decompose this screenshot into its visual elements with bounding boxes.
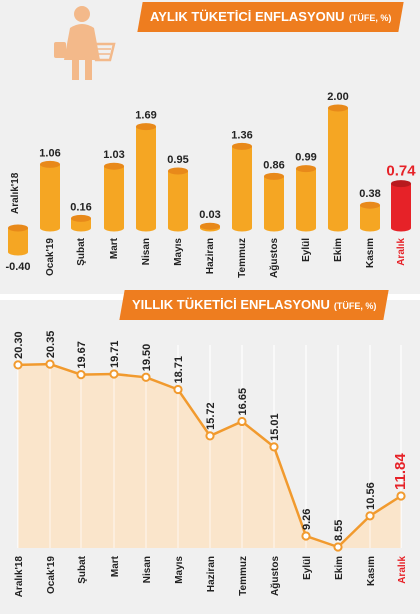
category-label-1: Ocak'19	[45, 238, 56, 276]
x-category-label-0: Aralık'18	[14, 556, 25, 598]
bar-value-label-8: 0.86	[263, 159, 284, 171]
category-label-9: Eylül	[301, 238, 312, 262]
bar-8	[264, 172, 284, 232]
bar-value-label-11: 0.38	[359, 188, 380, 200]
bar-6	[200, 222, 220, 232]
point-2	[76, 370, 86, 380]
x-category-label-7: Temmuz	[238, 556, 249, 596]
x-category-label-5: Mayıs	[174, 556, 185, 584]
point-value-label-2: 19.67	[76, 341, 88, 369]
point-0	[13, 360, 23, 370]
point-11	[365, 511, 375, 521]
x-category-label-9: Eylül	[302, 556, 313, 580]
point-value-label-11: 10.56	[365, 482, 377, 510]
x-category-label-8: Ağustos	[270, 556, 281, 596]
annual-area-chart: 20.30 Aralık'18 20.35 Ocak'19 19.67 Şubat 19.7…	[13, 331, 409, 598]
point-value-label-10: 8.55	[333, 520, 345, 541]
point-8	[269, 442, 279, 452]
category-label-12: Aralık	[396, 238, 407, 266]
bar-1	[40, 160, 60, 232]
bar-2	[71, 214, 91, 232]
point-value-label-4: 19.50	[141, 344, 153, 372]
point-6	[205, 431, 215, 441]
point-4	[141, 372, 151, 382]
bar-value-label-2: 0.16	[70, 201, 91, 213]
point-value-label-1: 20.35	[45, 331, 57, 359]
point-1	[45, 359, 55, 369]
category-label-8: Ağustos	[269, 238, 280, 278]
bar-value-label-1: 1.06	[39, 147, 60, 159]
bar-3	[104, 162, 124, 232]
shopping-woman-icon	[54, 6, 116, 80]
monthly-bar-chart: -0.40 Aralık'18 1.06 Ocak'19 0.16 Şubat 1.03 Ma…	[5, 91, 416, 278]
bar-value-label-7: 1.36	[231, 129, 252, 141]
point-value-label-9: 9.26	[301, 509, 313, 530]
point-value-label-6: 15.72	[205, 402, 217, 430]
point-7	[237, 416, 247, 427]
x-category-label-3: Mart	[110, 555, 121, 577]
bar-0	[8, 224, 28, 256]
x-category-label-6: Haziran	[206, 556, 217, 592]
x-category-label-12: Aralık	[397, 556, 408, 584]
point-value-label-8: 15.01	[269, 413, 281, 441]
bar-5	[168, 167, 188, 232]
point-3	[109, 369, 119, 379]
bar-10	[328, 104, 348, 232]
category-label-3: Mart	[109, 237, 120, 259]
x-category-label-11: Kasım	[366, 556, 377, 586]
category-label-4: Nisan	[141, 238, 152, 265]
point-value-label-12: 11.84	[392, 453, 409, 490]
category-label-6: Haziran	[205, 238, 216, 274]
category-label-2: Şubat	[76, 237, 87, 265]
x-category-label-4: Nisan	[142, 556, 153, 583]
point-value-label-3: 19.71	[109, 340, 121, 368]
x-category-label-2: Şubat	[77, 555, 88, 583]
bar-11	[360, 201, 380, 232]
category-label-7: Temmuz	[237, 238, 248, 278]
category-label-0: Aralık'18	[10, 172, 21, 214]
bar-value-label-10: 2.00	[327, 91, 348, 103]
x-category-label-10: Ekim	[334, 556, 345, 580]
category-label-5: Mayıs	[173, 238, 184, 266]
bar-value-label-0: -0.40	[5, 261, 30, 273]
category-label-11: Kasım	[365, 238, 376, 268]
point-12	[396, 491, 406, 501]
bar-12	[391, 180, 411, 232]
bar-9	[296, 165, 316, 232]
bar-value-label-5: 0.95	[167, 154, 188, 166]
bar-value-label-4: 1.69	[135, 110, 156, 122]
point-value-label-0: 20.30	[13, 331, 25, 359]
point-9	[301, 531, 311, 541]
bar-4	[136, 123, 156, 232]
bar-7	[232, 142, 252, 232]
point-10	[333, 542, 343, 552]
bar-value-label-6: 0.03	[199, 209, 220, 221]
bar-value-label-9: 0.99	[295, 152, 316, 164]
x-category-label-1: Ocak'19	[46, 556, 57, 594]
point-5	[173, 384, 183, 395]
point-value-label-5: 18.71	[173, 356, 185, 384]
bar-value-label-3: 1.03	[103, 149, 124, 161]
point-value-label-7: 16.65	[237, 388, 249, 416]
category-label-10: Ekim	[333, 238, 344, 262]
bar-value-label-12: 0.74	[386, 163, 416, 180]
